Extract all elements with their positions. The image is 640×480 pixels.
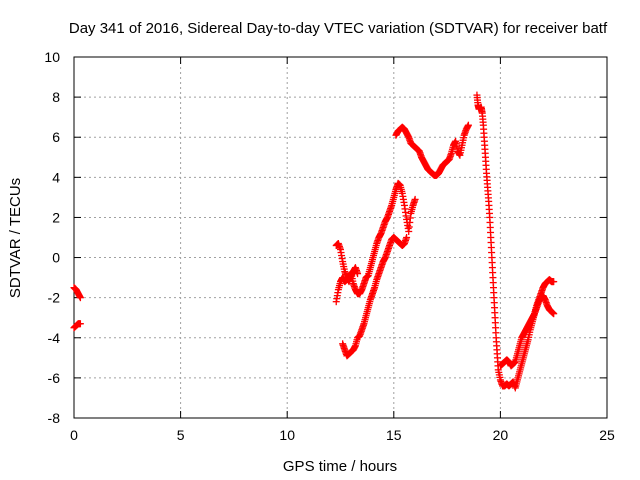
x-tick-label: 15 <box>386 427 402 443</box>
y-tick-label: -6 <box>48 370 61 386</box>
data-point <box>464 121 472 129</box>
data-point <box>76 320 84 328</box>
y-tick-label: 10 <box>44 49 60 65</box>
x-tick-label: 10 <box>279 427 295 443</box>
axis-ticks <box>73 56 608 419</box>
data-point <box>403 234 411 241</box>
data-point <box>550 310 558 318</box>
y-tick-label: 2 <box>52 209 60 225</box>
x-tick-label: 5 <box>177 427 185 443</box>
chart-title: Day 341 of 2016, Sidereal Day-to-day VTE… <box>69 20 608 37</box>
x-tick-labels: 0 5 10 15 20 25 <box>70 427 615 443</box>
grid <box>74 57 607 418</box>
y-tick-label: -8 <box>48 410 61 426</box>
y-tick-label: 6 <box>52 129 60 145</box>
y-tick-label: -2 <box>48 290 61 306</box>
x-axis-label: GPS time / hours <box>283 458 397 475</box>
plot-frame <box>73 56 608 419</box>
x-tick-label: 0 <box>70 427 78 443</box>
data-point <box>550 278 558 286</box>
x-tick-label: 25 <box>599 427 615 443</box>
y-tick-label: 4 <box>52 169 60 185</box>
y-tick-label: 0 <box>52 250 60 266</box>
y-axis-label: SDTVAR / TECUs <box>7 178 24 298</box>
data-point <box>76 294 84 302</box>
x-tick-label: 20 <box>493 427 509 443</box>
y-tick-label: -4 <box>48 330 61 346</box>
y-tick-label: 8 <box>52 89 60 105</box>
data-points <box>70 91 558 392</box>
data-point <box>411 195 419 203</box>
data-point <box>354 270 362 278</box>
y-tick-labels: -8 -6 -4 -2 0 2 4 6 8 10 <box>44 49 60 426</box>
